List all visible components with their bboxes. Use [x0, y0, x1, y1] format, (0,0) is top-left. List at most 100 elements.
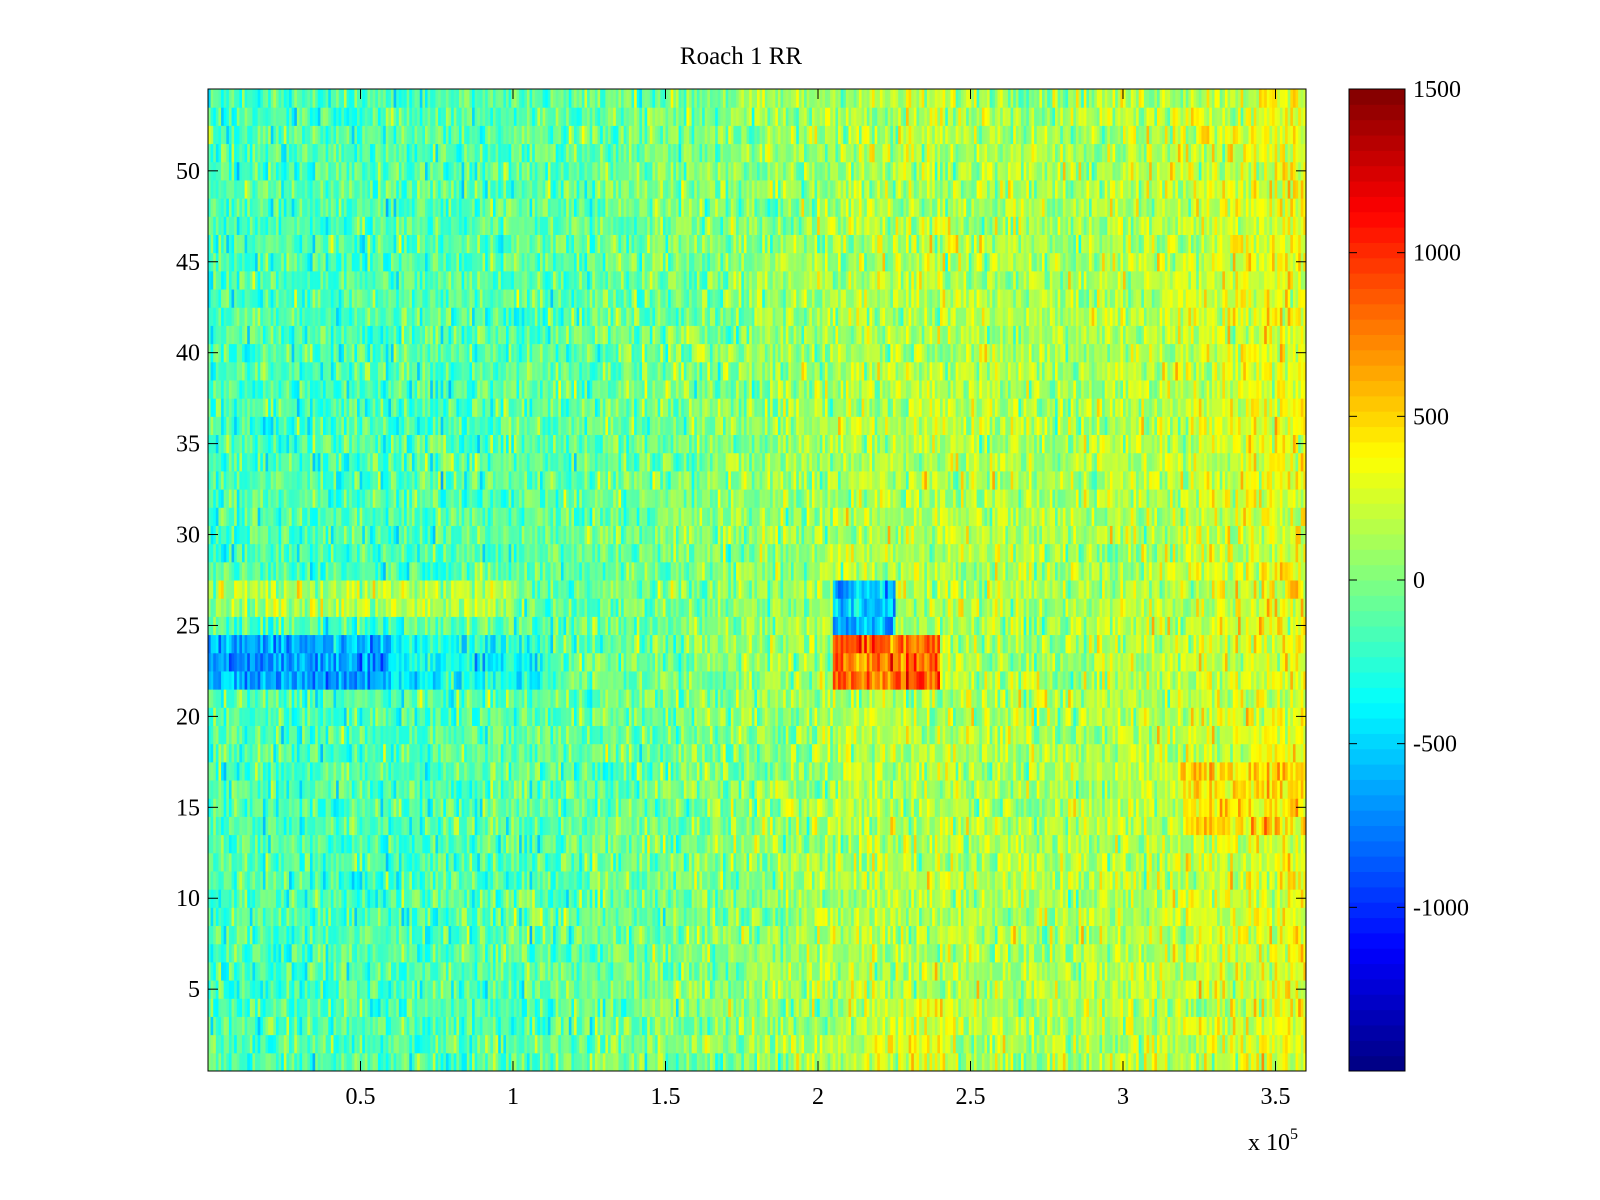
heatmap-cell: [1151, 961, 1155, 981]
heatmap-cell: [665, 980, 669, 999]
heatmap-cell: [628, 1052, 633, 1072]
heatmap-cell: [1193, 1016, 1197, 1036]
heatmap-cell: [1285, 961, 1289, 981]
heatmap-cell: [1120, 943, 1124, 963]
heatmap-cell: [464, 943, 468, 963]
heatmap-cell: [223, 980, 227, 999]
heatmap-cell: [689, 998, 693, 1017]
heatmap-cell: [377, 1016, 382, 1036]
heatmap-cell: [341, 1052, 345, 1072]
heatmap-cell: [950, 998, 954, 1017]
heatmap-cell: [474, 925, 478, 945]
heatmap-cell: [336, 943, 340, 963]
heatmap-cell: [234, 925, 238, 945]
heatmap-cell: [516, 998, 520, 1017]
heatmap-cell: [631, 943, 635, 963]
heatmap-cell: [788, 961, 792, 981]
heatmap-cell: [513, 998, 517, 1017]
heatmap-cell: [853, 1016, 857, 1036]
heatmap-cell: [1261, 1052, 1265, 1072]
heatmap-cell: [686, 998, 690, 1017]
heatmap-cell: [715, 961, 719, 981]
heatmap-cell: [712, 980, 716, 999]
heatmap-cell: [286, 925, 290, 945]
heatmap-cell: [1078, 980, 1082, 999]
heatmap-cell: [804, 1016, 808, 1036]
heatmap-cell: [1102, 980, 1106, 999]
heatmap-cell: [1036, 980, 1040, 999]
heatmap-cell: [231, 943, 235, 963]
heatmap-cell: [856, 1034, 860, 1054]
heatmap-cell: [908, 961, 912, 981]
heatmap-cell: [887, 980, 891, 999]
heatmap-cell: [861, 1052, 865, 1072]
heatmap-cell: [602, 980, 606, 999]
heatmap-cell: [851, 1016, 855, 1036]
heatmap-cell: [1211, 1016, 1215, 1036]
heatmap-cell: [278, 1034, 282, 1054]
heatmap-cell: [427, 961, 431, 981]
heatmap-cell: [260, 925, 264, 945]
heatmap-cell: [631, 1052, 635, 1072]
heatmap-cell: [736, 961, 740, 981]
heatmap-cell: [592, 998, 596, 1017]
heatmap-cell: [587, 1052, 591, 1072]
heatmap-cell: [283, 925, 287, 945]
heatmap-cell: [678, 1016, 682, 1036]
heatmap-cell: [453, 1052, 457, 1072]
heatmap-cell: [307, 925, 311, 945]
heatmap-cell: [1285, 998, 1289, 1017]
heatmap-cell: [1198, 980, 1202, 999]
heatmap-cell: [691, 1034, 695, 1054]
heatmap-cell: [953, 1016, 957, 1036]
heatmap-cell: [597, 1016, 601, 1036]
heatmap-cell: [239, 925, 243, 945]
heatmap-cell: [757, 1052, 761, 1072]
heatmap-cell: [699, 998, 703, 1017]
heatmap-cell: [921, 943, 925, 963]
heatmap-cell: [440, 943, 444, 963]
heatmap-cell: [887, 943, 891, 963]
heatmap-cell: [330, 998, 334, 1017]
heatmap-cell: [451, 961, 455, 981]
heatmap-cell: [853, 943, 857, 963]
heatmap-cell: [686, 961, 690, 981]
heatmap-cell: [516, 1016, 520, 1036]
heatmap-cell: [1204, 998, 1208, 1017]
heatmap-cell: [456, 998, 460, 1017]
heatmap-cell: [955, 943, 959, 963]
heatmap-cell: [1104, 998, 1108, 1017]
heatmap-cell: [702, 1052, 706, 1072]
heatmap-cell: [506, 980, 510, 999]
heatmap-cell: [1146, 980, 1150, 999]
heatmap-cell: [458, 1016, 463, 1036]
heatmap-cell: [892, 943, 897, 963]
heatmap-cell: [1282, 1034, 1286, 1054]
heatmap-cell: [1290, 1034, 1294, 1054]
heatmap-cell: [581, 998, 585, 1017]
heatmap-cell: [532, 943, 536, 963]
heatmap-cell: [626, 961, 630, 981]
heatmap-cell: [1188, 1052, 1192, 1072]
heatmap-cell: [1172, 1034, 1176, 1054]
heatmap-cell: [411, 998, 416, 1017]
heatmap-cell: [929, 943, 933, 963]
heatmap-cell: [231, 1034, 235, 1054]
heatmap-cell: [937, 1034, 941, 1054]
heatmap-cell: [354, 961, 358, 981]
heatmap-cell: [1282, 980, 1286, 999]
heatmap-cell: [380, 1052, 384, 1072]
heatmap-cell: [262, 1052, 267, 1072]
heatmap-cell: [730, 1034, 734, 1054]
heatmap-cell: [594, 1034, 599, 1054]
heatmap-cell: [775, 980, 779, 999]
heatmap-cell: [1224, 998, 1229, 1017]
heatmap-cell: [997, 961, 1001, 981]
heatmap-cell: [790, 998, 795, 1017]
heatmap-cell: [1222, 943, 1226, 963]
heatmap-cell: [777, 980, 782, 999]
heatmap-cell: [843, 1016, 847, 1036]
heatmap-cell: [992, 998, 996, 1017]
heatmap-cell: [963, 1034, 967, 1054]
heatmap-cell: [1206, 1052, 1210, 1072]
